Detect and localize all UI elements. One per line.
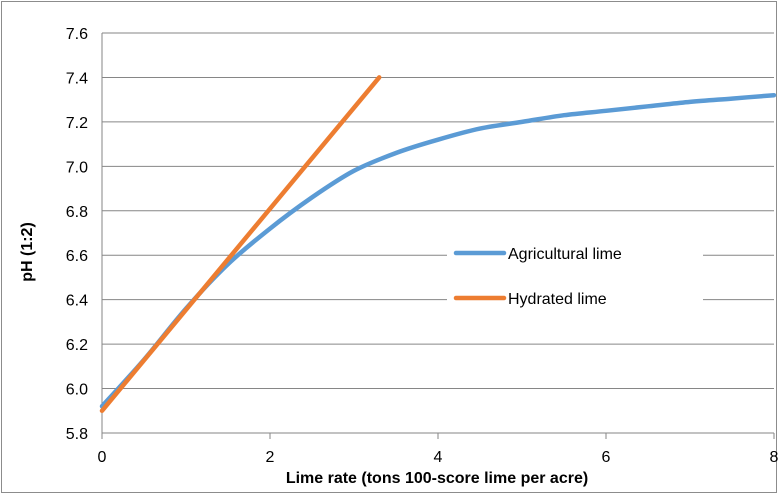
series-lines	[99, 75, 777, 414]
x-tick-label: 6	[602, 449, 611, 466]
y-tick-label: 6.6	[66, 248, 88, 265]
y-tick-label: 7.0	[66, 159, 88, 176]
x-axis-title: Lime rate (tons 100-score lime per acre)	[286, 470, 588, 487]
tick-labels: 5.8 6.0 6.2 6.4 6.6 6.8 7.0 7.2 7.4 7.6 0 2 4 6 8	[66, 26, 778, 466]
y-tick-label: 7.6	[66, 26, 88, 43]
gridlines	[102, 32, 774, 390]
series-line-hydrated-lime	[99, 75, 382, 414]
legend-label: Hydrated lime	[508, 291, 607, 308]
legend-box	[447, 231, 703, 317]
x-tick-label: 8	[770, 449, 778, 466]
x-tick-label: 0	[98, 449, 107, 466]
y-tick-label: 7.4	[66, 70, 88, 87]
x-tick-label: 4	[434, 449, 443, 466]
legend: Agricultural lime Hydrated lime	[447, 231, 703, 317]
y-tick-label: 5.8	[66, 426, 88, 443]
y-axis-title: pH (1:2)	[19, 222, 36, 282]
y-tick-label: 7.2	[66, 115, 88, 132]
axes	[101, 33, 775, 439]
x-tick-label: 2	[266, 449, 275, 466]
y-tick-label: 6.4	[66, 293, 88, 310]
legend-label: Agricultural lime	[508, 246, 622, 263]
y-tick-label: 6.2	[66, 337, 88, 354]
y-tick-label: 6.0	[66, 382, 88, 399]
y-tick-label: 6.8	[66, 204, 88, 221]
